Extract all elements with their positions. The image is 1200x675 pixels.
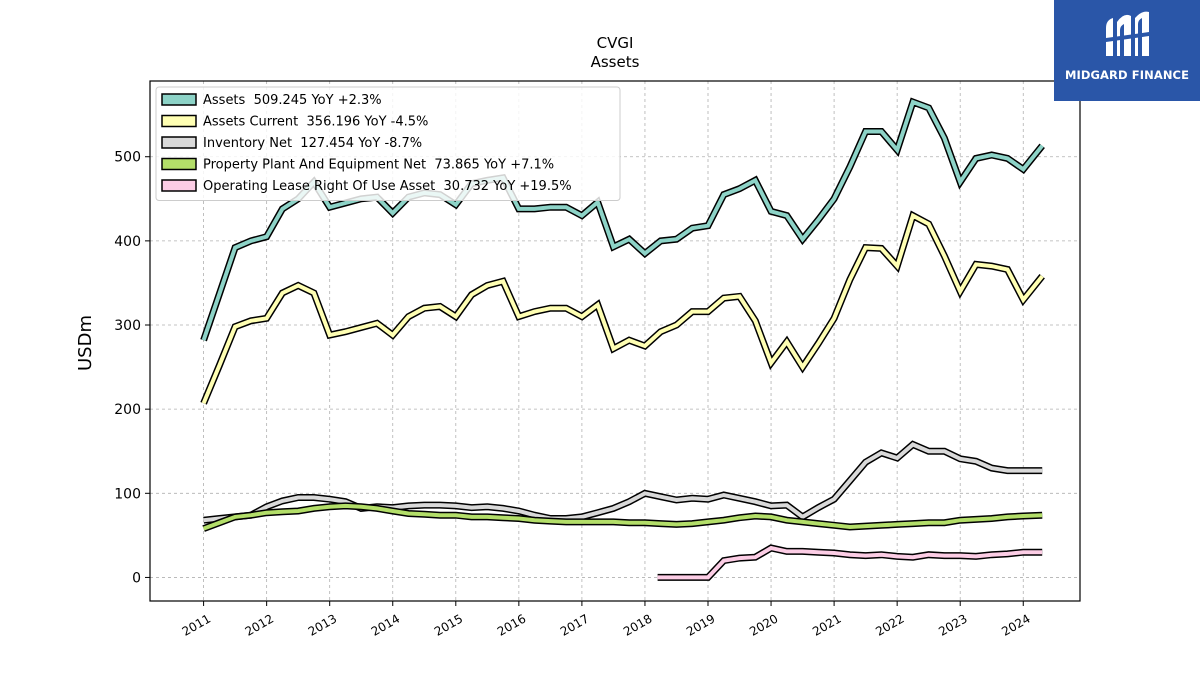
midgard-logo-icon [1106, 11, 1149, 57]
series-line [203, 442, 1043, 523]
series-line [201, 212, 1044, 405]
legend-label: Operating Lease Right Of Use Asset 30.73… [203, 179, 572, 194]
y-tick-label: 500 [114, 150, 141, 166]
series-line [202, 503, 1043, 531]
x-tick-label: 2018 [621, 611, 654, 638]
series-2 [200, 210, 1045, 405]
x-tick-label: 2014 [369, 611, 402, 638]
series-1 [200, 97, 1045, 342]
series-3 [203, 440, 1043, 524]
x-tick-label: 2023 [936, 611, 969, 638]
series-line [201, 99, 1044, 341]
y-tick-label: 0 [132, 570, 141, 586]
series-4 [202, 502, 1043, 532]
x-tick-label: 2011 [180, 611, 213, 638]
midgard-finance-logo: MIDGARD FINANCE [1054, 0, 1200, 101]
x-tick-label: 2021 [810, 611, 843, 638]
x-tick-label: 2024 [999, 611, 1032, 638]
legend: Assets 509.245 YoY +2.3% Assets Current 3… [155, 86, 621, 201]
x-tick-label: 2020 [747, 611, 780, 638]
legend-swatch [161, 157, 197, 171]
legend-swatch [161, 136, 197, 149]
legend-swatch [161, 93, 197, 106]
series-line-outline [657, 544, 1043, 581]
chart-subtitle: Assets [591, 53, 640, 71]
x-tick-label: 2017 [558, 611, 591, 638]
plot-frame [149, 80, 1081, 602]
y-tick-label: 100 [114, 486, 141, 502]
x-tick-label: 2019 [684, 611, 717, 638]
logo-brand-name: MIDGARD FINANCE [1064, 68, 1190, 82]
legend-swatch [161, 179, 197, 192]
legend-label: Inventory Net 127.454 YoY -8.7% [203, 136, 422, 151]
legend-box [155, 86, 621, 201]
series-line [657, 545, 1043, 580]
legend-swatch [161, 114, 197, 128]
x-tick-label: 2015 [432, 611, 465, 638]
y-axis-label: USDm [75, 315, 96, 371]
y-tick-label: 300 [114, 318, 141, 334]
y-tick-label: 200 [114, 402, 141, 418]
legend-label: Assets 509.245 YoY +2.3% [203, 93, 382, 108]
x-tick-label: 2016 [495, 611, 528, 638]
series-5 [657, 544, 1043, 581]
axis-ticks: 0 100 200 300 400 500 2011 2012 2013 2014 2015 2016… [114, 150, 1032, 639]
y-tick-label: 400 [114, 234, 141, 250]
series-layer [200, 97, 1045, 581]
legend-label: Property Plant And Equipment Net 73.865 … [203, 158, 554, 173]
x-tick-label: 2022 [873, 611, 906, 638]
chart-title: CVGI [597, 34, 634, 52]
x-tick-label: 2013 [306, 611, 339, 638]
legend-label: Assets Current 356.196 YoY -4.5% [203, 115, 428, 130]
x-tick-label: 2012 [243, 611, 276, 638]
